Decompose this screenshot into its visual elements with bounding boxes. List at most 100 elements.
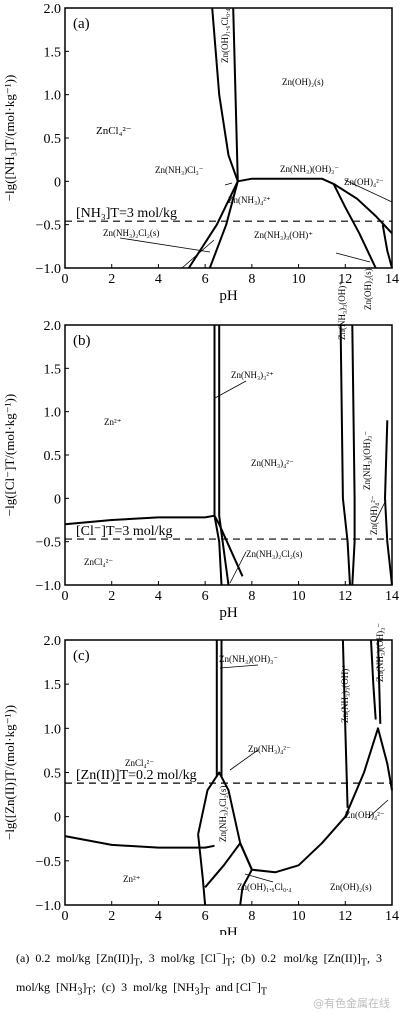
x-tick-label: 4 bbox=[155, 909, 162, 924]
label-leader-line bbox=[229, 749, 259, 771]
phase-boundary bbox=[64, 835, 215, 849]
chart-panel-2: 0 2 4 6 8 10 12 14 −1.0 −0.5 0 0.5 1.0 1.5 2.0 pH −lg([Z… bbox=[2, 623, 399, 935]
chart-panel-1: 0 2 4 6 8 10 12 14 −1.0 −0.5 0 0.5 1.0 1.5 2.0 pH −lg([C… bbox=[2, 268, 399, 621]
phase-boundary bbox=[332, 183, 377, 269]
species-label: Zn(OH)₂(s) bbox=[282, 77, 324, 87]
y-tick-label: 0 bbox=[54, 811, 61, 826]
x-tick-label: 14 bbox=[385, 272, 399, 287]
species-label: Zn(NH₃)₃(OH)⁺ bbox=[337, 281, 347, 340]
y-tick-label: 0.5 bbox=[44, 449, 62, 464]
label-leader-line bbox=[335, 252, 371, 263]
y-axis-label: −lg([Cl⁻]T/(mol·kg⁻¹)) bbox=[2, 394, 17, 516]
phase-boundary bbox=[339, 324, 351, 586]
x-tick-label: 2 bbox=[108, 909, 115, 924]
label-leader-line bbox=[229, 551, 247, 584]
label-leader-line bbox=[214, 380, 247, 399]
species-label: Zn(OH)₁.₆Cl₀.₄ bbox=[220, 8, 230, 63]
y-tick-label: −0.5 bbox=[36, 855, 61, 870]
species-label: Zn²⁺ bbox=[104, 417, 122, 427]
species-label: Zn(NH₃)₄²⁻ bbox=[251, 458, 294, 468]
y-tick-label: 2.0 bbox=[44, 2, 62, 17]
y-tick-label: 1.0 bbox=[44, 406, 62, 421]
y-tick-label: 0 bbox=[54, 492, 61, 507]
phase-boundary bbox=[213, 515, 244, 577]
x-tick-label: 4 bbox=[155, 272, 162, 287]
phase-boundary bbox=[218, 325, 230, 586]
species-label: Zn(NH₃)Cl₃⁻ bbox=[155, 165, 204, 175]
x-tick-label: 10 bbox=[292, 589, 306, 604]
figure-panels: 0 2 4 6 8 10 12 14 −1.0 −0.5 0 0.5 1.0 1.5 2.0 pH −lg([N… bbox=[2, 2, 399, 935]
species-label: Zn²⁺ bbox=[123, 874, 141, 884]
species-label: Zn(OH)₄²⁻ bbox=[369, 495, 379, 535]
phase-boundary bbox=[239, 869, 253, 906]
x-tick-label: 6 bbox=[202, 589, 209, 604]
x-tick-label: 2 bbox=[108, 589, 115, 604]
y-tick-label: 1.5 bbox=[44, 45, 62, 60]
x-tick-label: 2 bbox=[108, 272, 115, 287]
x-tick-label: 6 bbox=[202, 909, 209, 924]
phase-boundary bbox=[237, 177, 335, 185]
phase-boundary bbox=[204, 842, 242, 888]
y-tick-label: −1.0 bbox=[36, 262, 61, 277]
species-label: Zn(NH₃)₂Cl₂(s) bbox=[218, 786, 228, 842]
y-axis-label: −lg([NH₃]T/(mol·kg⁻¹)) bbox=[2, 75, 17, 202]
phase-boundary bbox=[239, 727, 393, 874]
x-tick-label: 12 bbox=[338, 909, 352, 924]
label-leader-line bbox=[181, 239, 215, 269]
label-leader-line bbox=[244, 873, 274, 883]
species-label: Zn(OH)₄²⁻ bbox=[345, 810, 385, 820]
phase-boundary bbox=[333, 183, 393, 234]
phase-boundary bbox=[213, 325, 223, 586]
reference-line-label: [Zn(II)]T=0.2 mol/kg bbox=[76, 768, 197, 783]
x-tick-label: 0 bbox=[62, 589, 69, 604]
species-label: Zn(NH₃)(OH)₃⁻ bbox=[280, 164, 339, 174]
x-tick-label: 10 bbox=[292, 272, 306, 287]
phase-boundary bbox=[208, 181, 239, 269]
x-tick-label: 10 bbox=[292, 909, 306, 924]
panel-label: (b) bbox=[73, 333, 91, 349]
watermark: @有色金属在线 bbox=[313, 997, 390, 1010]
y-tick-label: 1.5 bbox=[44, 362, 62, 377]
panel-label: (c) bbox=[73, 648, 90, 664]
phase-boundary bbox=[232, 7, 239, 182]
species-label: ZnCl₄²⁻ bbox=[96, 125, 132, 137]
y-tick-label: 1.0 bbox=[44, 89, 62, 104]
x-tick-label: 6 bbox=[202, 272, 209, 287]
x-tick-label: 12 bbox=[338, 589, 352, 604]
species-label: Zn(NH₃)₃²⁺ bbox=[231, 370, 274, 380]
x-tick-label: 8 bbox=[248, 272, 255, 287]
y-tick-label: −1.0 bbox=[36, 579, 61, 594]
y-tick-label: 0.5 bbox=[44, 767, 62, 782]
label-leader-line bbox=[367, 799, 389, 819]
y-tick-label: −0.5 bbox=[36, 536, 61, 551]
reference-line-label: [Cl⁻]T=3 mol/kg bbox=[76, 524, 173, 539]
label-leader-line bbox=[344, 179, 393, 203]
label-leader-line bbox=[119, 237, 211, 253]
y-tick-label: 2.0 bbox=[44, 319, 62, 334]
x-tick-label: 4 bbox=[155, 589, 162, 604]
species-label: Zn(NH₃)(OH)₃⁻ bbox=[362, 431, 372, 490]
y-tick-label: 0.5 bbox=[44, 132, 62, 147]
phase-boundary bbox=[384, 420, 393, 586]
x-tick-label: 14 bbox=[385, 589, 399, 604]
panel-label: (a) bbox=[73, 16, 90, 32]
phase-boundary bbox=[377, 639, 382, 724]
species-label: Zn(NH₃)₄²⁻ bbox=[248, 744, 291, 754]
label-leader-line bbox=[374, 499, 387, 523]
x-axis-label: pH bbox=[219, 605, 238, 621]
phase-boundary bbox=[64, 514, 215, 526]
phase-boundary bbox=[351, 324, 356, 586]
x-tick-label: 0 bbox=[62, 272, 69, 287]
y-tick-label: 2.0 bbox=[44, 634, 62, 649]
species-label: ZnCl₄²⁻ bbox=[125, 758, 154, 768]
species-label: Zn(NH₃)₃(OH)⁺ bbox=[254, 230, 313, 240]
species-label: ZnCl₄²⁻ bbox=[84, 557, 113, 567]
x-tick-label: 8 bbox=[248, 909, 255, 924]
y-tick-label: −1.0 bbox=[36, 899, 61, 914]
x-tick-label: 0 bbox=[62, 909, 69, 924]
label-leader-line bbox=[224, 182, 233, 186]
species-label: Zn(NH₃)(OH)₃⁻ bbox=[375, 623, 385, 682]
x-tick-label: 14 bbox=[385, 909, 399, 924]
species-label: Zn(OH)₂(s) bbox=[363, 268, 373, 310]
label-leader-line bbox=[219, 664, 259, 669]
